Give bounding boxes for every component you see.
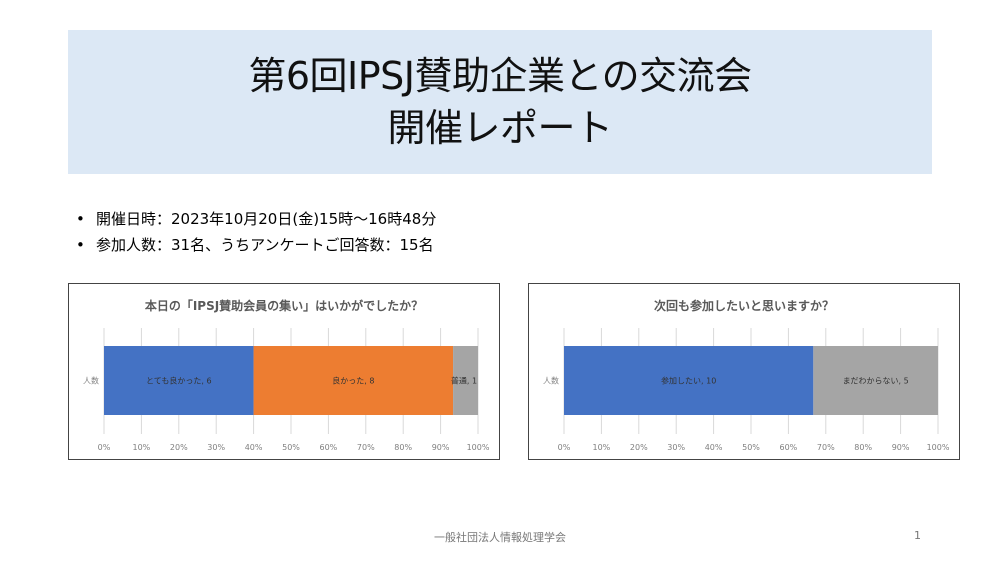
footer-organization: 一般社団法人情報処理学会 <box>434 531 566 544</box>
x-tick-label: 70% <box>357 443 375 452</box>
x-tick-label: 30% <box>667 443 685 452</box>
x-tick-label: 90% <box>892 443 910 452</box>
bullet-attendance: 参加人数：31名、うちアンケートご回答数：15名 <box>76 232 436 258</box>
bar-segment <box>813 346 938 415</box>
bar-segment <box>453 346 478 415</box>
x-tick-label: 50% <box>742 443 760 452</box>
x-tick-label: 20% <box>630 443 648 452</box>
data-label: とても良かった, 6 <box>146 376 212 386</box>
data-label: 参加したい, 10 <box>661 376 716 386</box>
chart-svg: 本日の「IPSJ賛助会員の集い」はいかがでしたか？ 0% 10% 20% 30% 40% 5… <box>83 298 490 452</box>
slide-title-line1: 第6回IPSJ賛助企業との交流会 <box>248 54 752 98</box>
x-tick-label: 70% <box>817 443 835 452</box>
chart-satisfaction: 本日の「IPSJ賛助会員の集い」はいかがでしたか？ 0% 10% 20% 30% 40% 5… <box>68 283 500 460</box>
chart-svg: 次回も参加したいと思いますか？ 0% 10% 20% 30% 40% 50% 60% 70% 80… <box>543 298 950 452</box>
x-tick-label: 80% <box>854 443 872 452</box>
x-tick-label: 0% <box>98 443 111 452</box>
bar-segment <box>104 346 254 415</box>
x-tick-label: 100% <box>927 443 950 452</box>
x-tick-label: 30% <box>207 443 225 452</box>
x-tick-label: 60% <box>320 443 338 452</box>
x-tick-label: 100% <box>467 443 490 452</box>
x-tick-label: 80% <box>394 443 412 452</box>
x-tick-label: 0% <box>558 443 571 452</box>
chart-title: 次回も参加したいと思いますか？ <box>654 298 834 313</box>
x-tick-label: 60% <box>780 443 798 452</box>
slide-title-line2: 開催レポート <box>387 106 613 150</box>
bullet-list: 開催日時：2023年10月20日(金)15時～16時48分 参加人数：31名、う… <box>76 206 436 258</box>
bar-segment <box>564 346 814 415</box>
bullet-date: 開催日時：2023年10月20日(金)15時～16時48分 <box>76 206 436 232</box>
slide-title-box: 第6回IPSJ賛助企業との交流会 開催レポート <box>68 30 932 174</box>
x-tick-label: 40% <box>245 443 263 452</box>
x-tick-label: 90% <box>432 443 450 452</box>
page-number: 1 <box>914 529 921 542</box>
y-category-label: 人数 <box>83 376 99 386</box>
chart-title: 本日の「IPSJ賛助会員の集い」はいかがでしたか？ <box>145 298 423 313</box>
data-label: 良かった, 8 <box>332 376 374 386</box>
x-tick-label: 40% <box>705 443 723 452</box>
x-tick-label: 50% <box>282 443 300 452</box>
data-label: 普通, 1 <box>451 376 477 386</box>
y-category-label: 人数 <box>543 376 559 386</box>
x-tick-label: 20% <box>170 443 188 452</box>
bar-segment <box>253 346 454 415</box>
data-label: まだわからない, 5 <box>843 377 909 386</box>
x-tick-label: 10% <box>133 443 151 452</box>
x-tick-label: 10% <box>593 443 611 452</box>
chart-next-participation: 次回も参加したいと思いますか？ 0% 10% 20% 30% 40% 50% 60% 70% 80… <box>528 283 960 460</box>
